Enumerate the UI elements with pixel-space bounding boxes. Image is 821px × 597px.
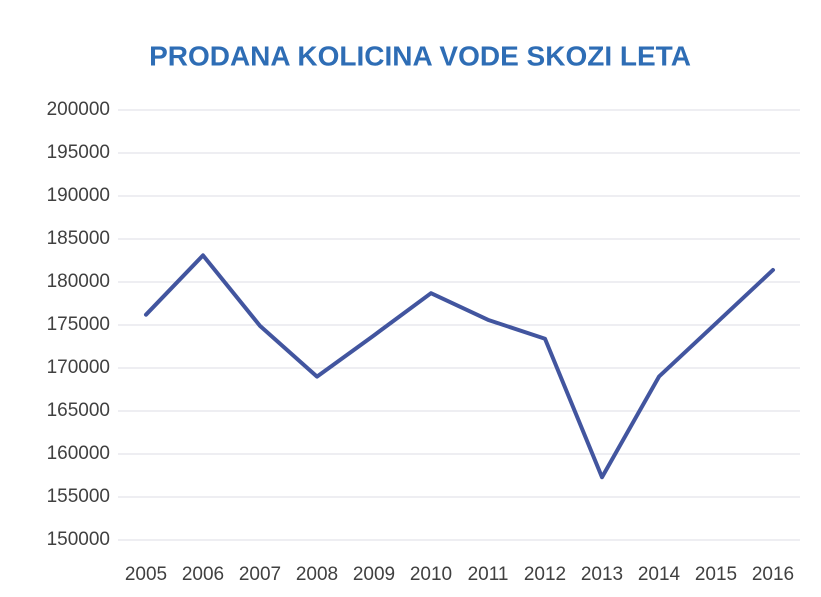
y-tick-label: 200000 <box>47 99 110 120</box>
y-tick-label: 175000 <box>47 314 110 335</box>
data-line <box>144 253 775 480</box>
x-tick-label: 2014 <box>638 564 681 585</box>
y-tick-label: 195000 <box>47 142 110 163</box>
y-tick-label: 180000 <box>47 271 110 292</box>
y-tick-label: 185000 <box>47 228 110 249</box>
x-tick-label: 2006 <box>182 564 224 585</box>
x-tick-label: 2009 <box>353 564 395 585</box>
y-tick-label: 190000 <box>47 185 110 206</box>
y-tick-label: 160000 <box>47 443 110 464</box>
y-tick-label: 170000 <box>47 357 110 378</box>
y-tick-label: 150000 <box>47 529 110 550</box>
x-tick-label: 2016 <box>752 564 794 585</box>
x-tick-label: 2012 <box>524 564 566 585</box>
y-tick-label: 155000 <box>47 486 110 507</box>
chart-title: PRODANA KOLICINA VODE SKOZI LETA <box>149 40 691 71</box>
x-tick-label: 2008 <box>296 564 338 585</box>
y-tick-label: 165000 <box>47 400 110 421</box>
x-tick-label: 2013 <box>581 564 623 585</box>
x-tick-label: 2007 <box>239 564 281 585</box>
x-tick-label: 2005 <box>125 564 167 585</box>
x-tick-label: 2010 <box>410 564 452 585</box>
x-tick-label: 2011 <box>468 564 509 585</box>
x-tick-label: 2015 <box>695 564 737 585</box>
